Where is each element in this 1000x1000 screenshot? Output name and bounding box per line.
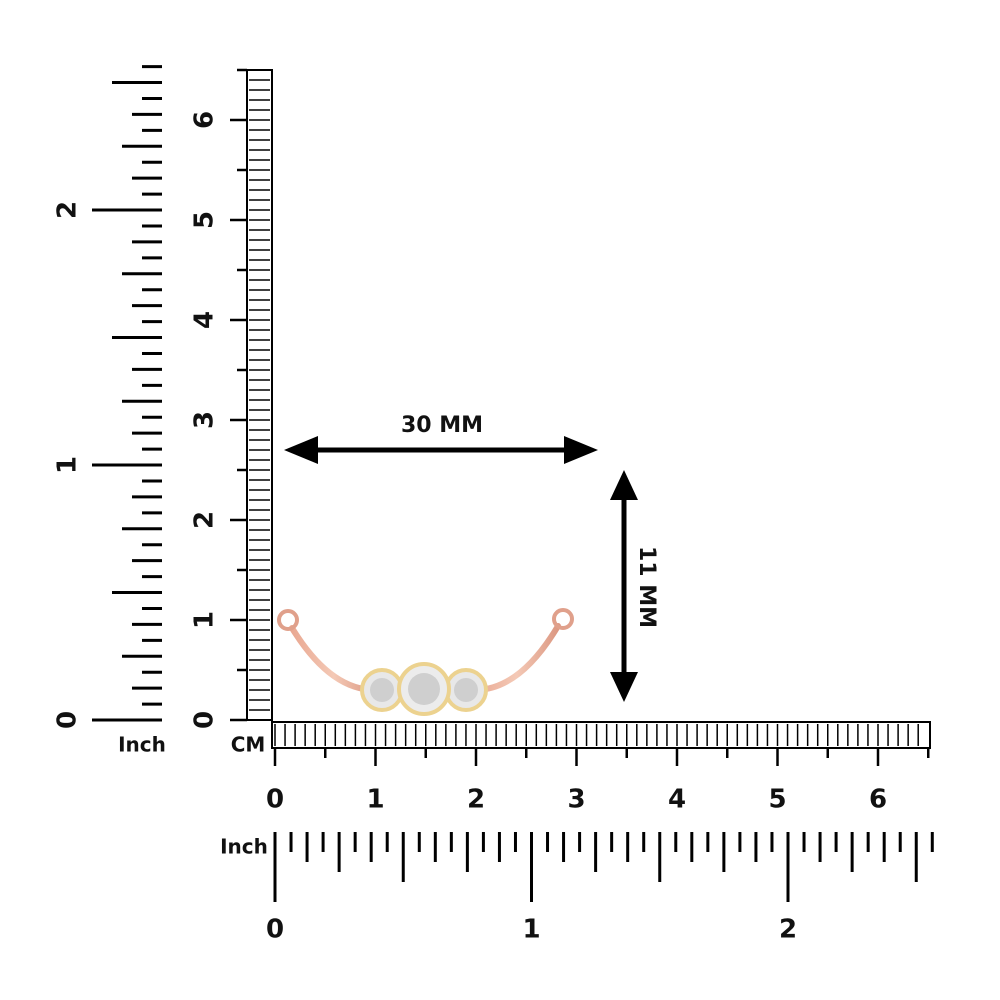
ruler-label: 3 (567, 785, 585, 815)
ruler-label: 1 (366, 785, 384, 815)
pendant (277, 608, 574, 716)
ruler-label: 1 (190, 611, 220, 629)
cm-strip (271, 721, 931, 749)
unit-label: Inch (118, 733, 166, 757)
ruler-label: 1 (522, 915, 540, 945)
ruler-label: 2 (779, 915, 797, 945)
width-arrow (284, 436, 598, 464)
ruler-label: 0 (266, 785, 284, 815)
unit-label: CM (231, 733, 266, 757)
width-label: 30 MM (401, 413, 483, 438)
ruler-label: 3 (190, 411, 220, 429)
ruler-label: 5 (190, 211, 220, 229)
ruler-label: 1 (53, 456, 83, 474)
ruler-label: 2 (467, 785, 485, 815)
cm-strip (246, 69, 273, 721)
ruler-label: 0 (53, 711, 83, 729)
ruler-label: 0 (266, 915, 284, 945)
unit-label: Inch (220, 835, 268, 859)
ruler-label: 4 (668, 785, 686, 815)
height-label: 11 MM (634, 546, 659, 628)
ruler-label: 6 (869, 785, 887, 815)
ruler-label: 2 (53, 201, 83, 219)
rulers: 0 1 2 3 4 5 6 0 1 2 0 1 2 3 4 5 6 0 1 2 (53, 65, 934, 945)
ruler-label: 4 (190, 311, 220, 329)
ruler-label: 2 (190, 511, 220, 529)
height-arrow (610, 470, 638, 702)
ruler-label: 0 (190, 711, 220, 729)
ruler-label: 6 (190, 111, 220, 129)
ruler-label: 5 (768, 785, 786, 815)
